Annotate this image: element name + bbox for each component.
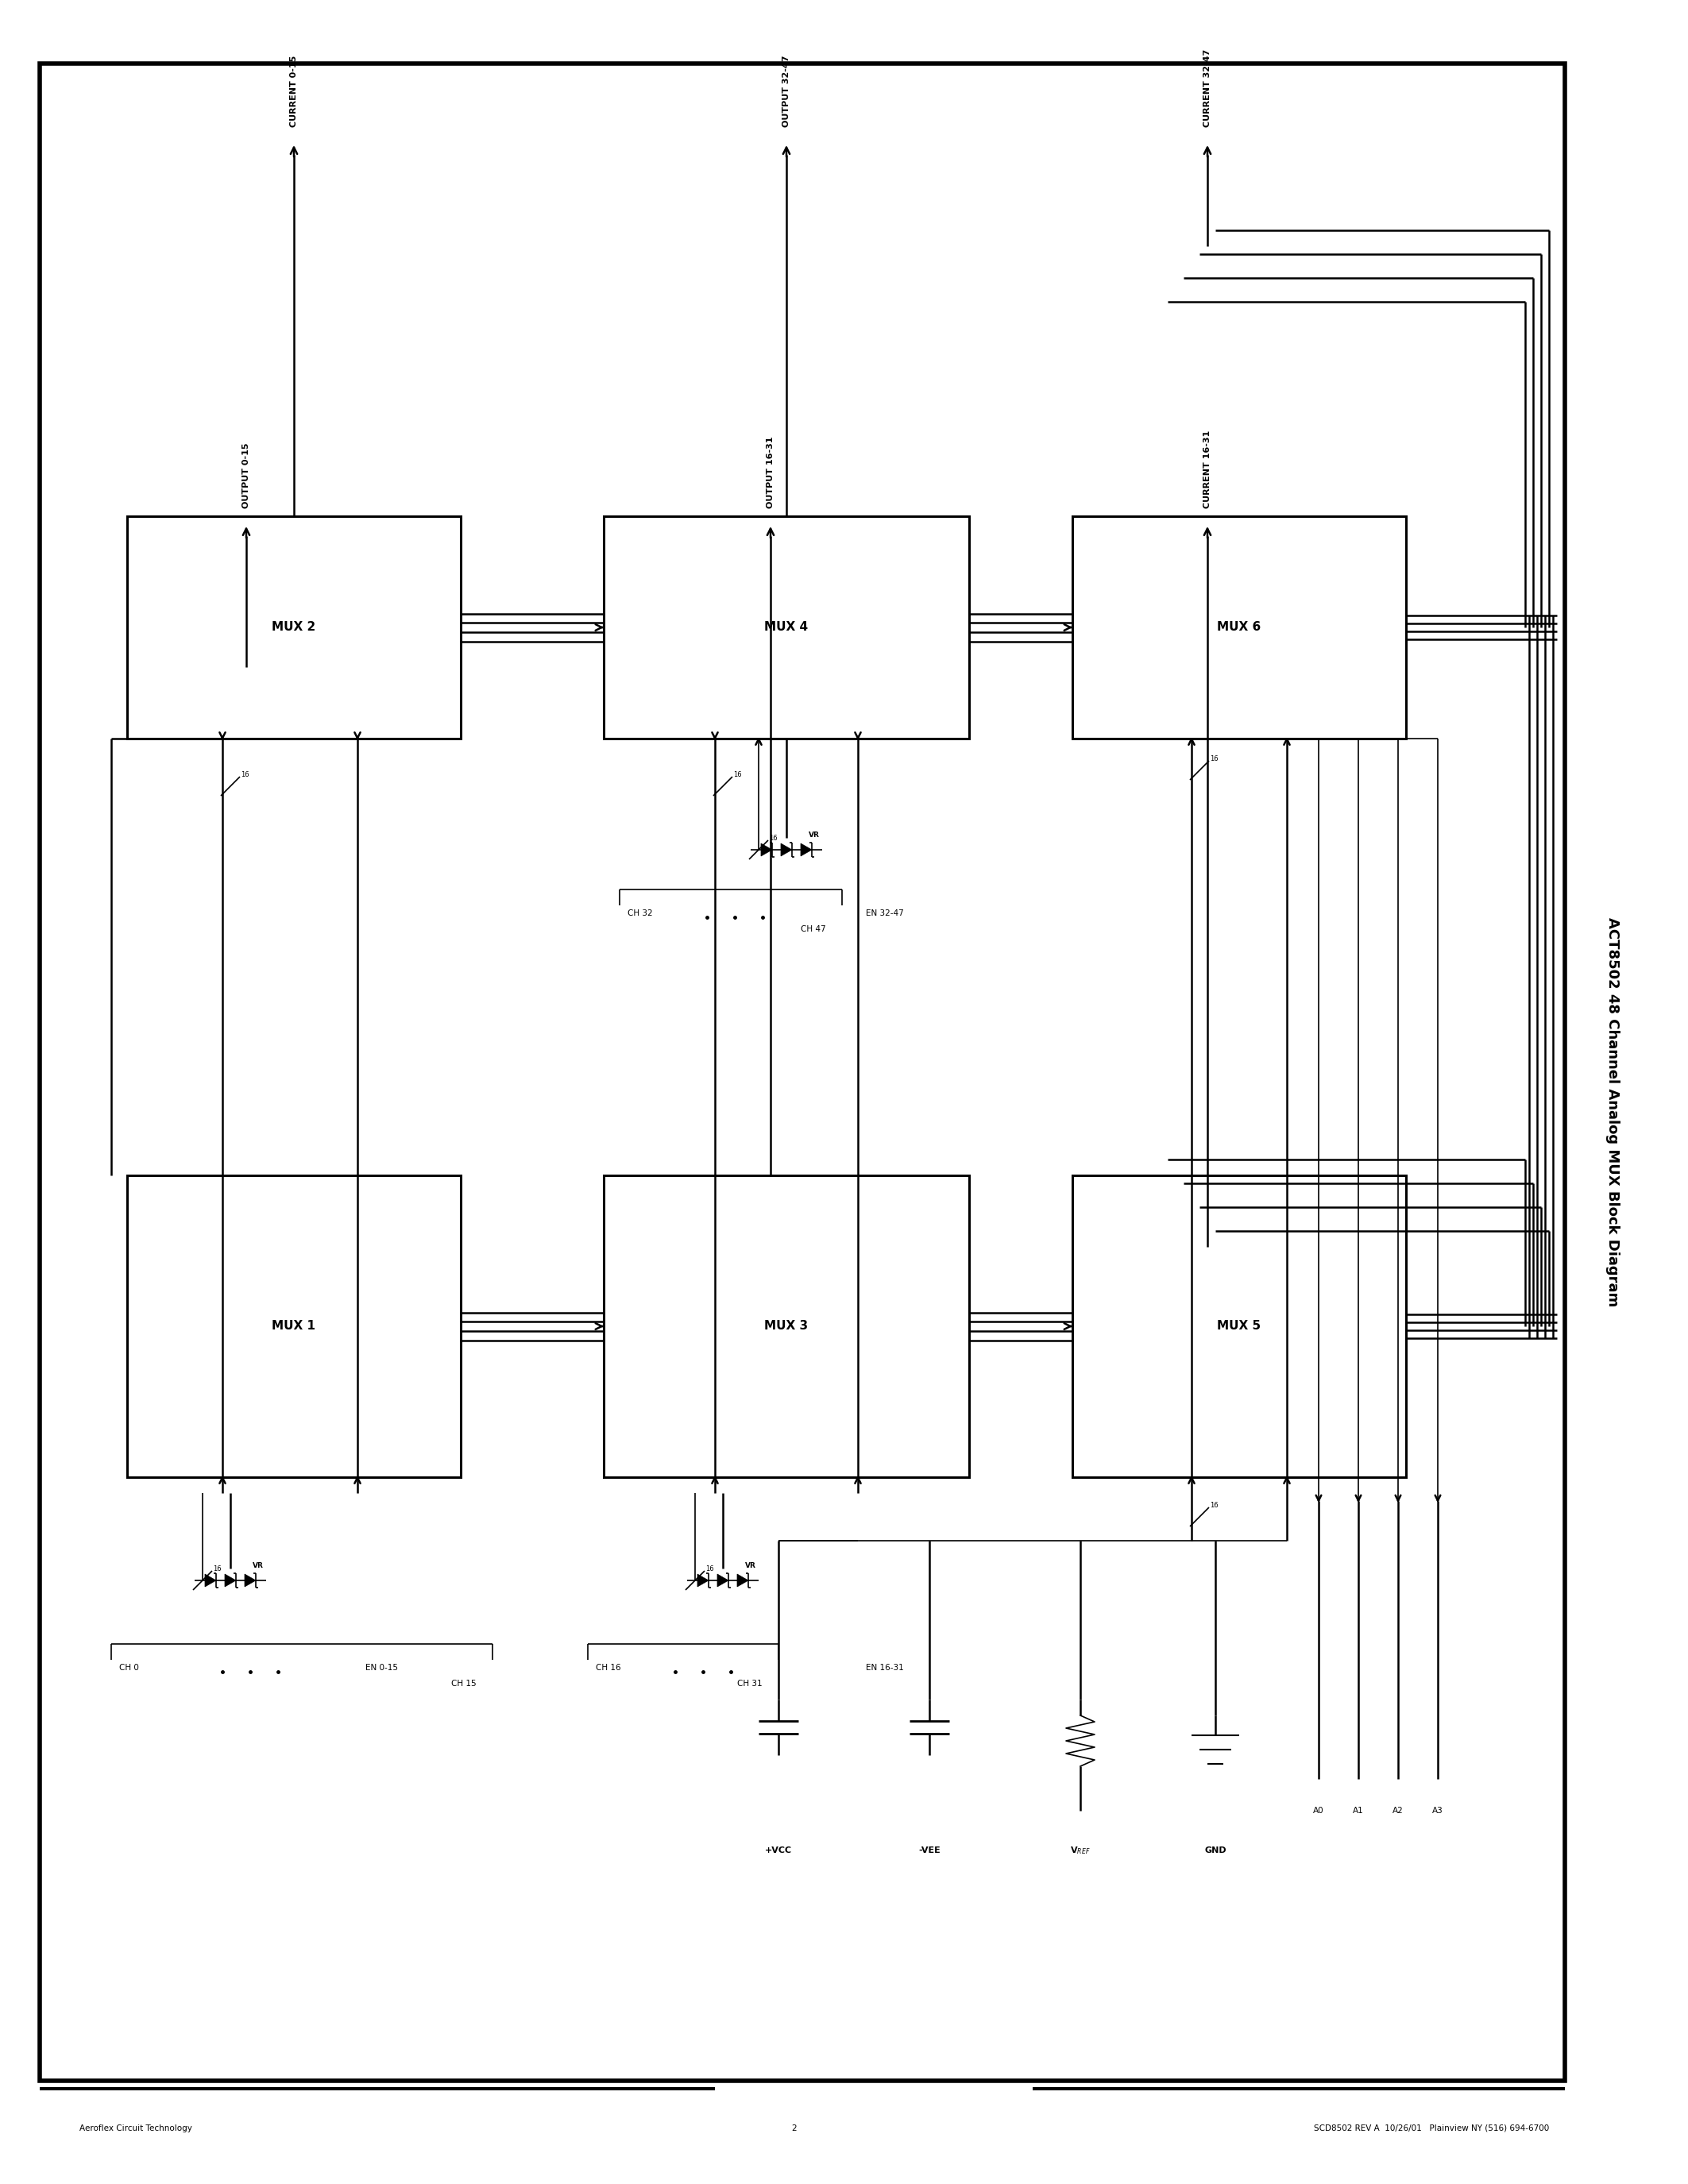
Polygon shape bbox=[204, 1575, 216, 1588]
Text: -VEE: -VEE bbox=[918, 1845, 940, 1854]
Polygon shape bbox=[225, 1575, 236, 1588]
Text: VR: VR bbox=[253, 1562, 263, 1570]
Text: 2: 2 bbox=[792, 2125, 797, 2132]
Text: OUTPUT 16-31: OUTPUT 16-31 bbox=[766, 437, 775, 509]
Text: MUX 3: MUX 3 bbox=[765, 1321, 809, 1332]
Bar bbox=[127, 1175, 461, 1476]
Polygon shape bbox=[697, 1575, 709, 1588]
Text: A0: A0 bbox=[1313, 1806, 1323, 1815]
Text: MUX 5: MUX 5 bbox=[1217, 1321, 1261, 1332]
Polygon shape bbox=[782, 843, 792, 856]
Bar bbox=[604, 1175, 969, 1476]
Text: 16: 16 bbox=[240, 771, 248, 778]
Text: CURRENT 32-47: CURRENT 32-47 bbox=[1204, 48, 1212, 127]
Bar bbox=[1072, 515, 1406, 738]
Text: SCD8502 REV A  10/26/01   Plainview NY (516) 694-6700: SCD8502 REV A 10/26/01 Plainview NY (516… bbox=[1313, 2125, 1550, 2132]
Bar bbox=[127, 515, 461, 738]
Text: CH 31: CH 31 bbox=[738, 1679, 763, 1688]
Text: CURRENT 16-31: CURRENT 16-31 bbox=[1204, 430, 1212, 509]
Text: CH 47: CH 47 bbox=[802, 926, 825, 933]
Polygon shape bbox=[717, 1575, 729, 1588]
Text: MUX 6: MUX 6 bbox=[1217, 622, 1261, 633]
Text: 16: 16 bbox=[733, 771, 741, 778]
Text: MUX 2: MUX 2 bbox=[272, 622, 316, 633]
Text: Aeroflex Circuit Technology: Aeroflex Circuit Technology bbox=[79, 2125, 192, 2132]
Text: EN 0-15: EN 0-15 bbox=[365, 1664, 398, 1671]
Text: A1: A1 bbox=[1352, 1806, 1364, 1815]
Polygon shape bbox=[761, 843, 771, 856]
Bar bbox=[1072, 1175, 1406, 1476]
Text: 16: 16 bbox=[768, 834, 776, 841]
Text: EN 32-47: EN 32-47 bbox=[866, 909, 903, 917]
Polygon shape bbox=[738, 1575, 748, 1588]
Text: ACT8502 48 Channel Analog MUX Block Diagram: ACT8502 48 Channel Analog MUX Block Diag… bbox=[1605, 917, 1620, 1306]
Text: CH 15: CH 15 bbox=[451, 1679, 476, 1688]
Text: EN 16-31: EN 16-31 bbox=[866, 1664, 903, 1671]
Text: 16: 16 bbox=[1210, 1500, 1219, 1509]
Text: GND: GND bbox=[1205, 1845, 1225, 1854]
Text: OUTPUT 32-47: OUTPUT 32-47 bbox=[783, 55, 790, 127]
Text: 16: 16 bbox=[1210, 756, 1219, 762]
Polygon shape bbox=[245, 1575, 257, 1588]
Text: VR: VR bbox=[744, 1562, 756, 1570]
Text: MUX 1: MUX 1 bbox=[272, 1321, 316, 1332]
Text: VR: VR bbox=[809, 832, 820, 839]
Text: OUTPUT 0-15: OUTPUT 0-15 bbox=[243, 443, 250, 509]
Bar bbox=[604, 515, 969, 738]
Text: A2: A2 bbox=[1393, 1806, 1403, 1815]
Polygon shape bbox=[800, 843, 812, 856]
Text: CH 16: CH 16 bbox=[596, 1664, 621, 1671]
Text: 16: 16 bbox=[706, 1566, 714, 1572]
Text: V$_{REF}$: V$_{REF}$ bbox=[1070, 1845, 1090, 1856]
Text: CH 32: CH 32 bbox=[628, 909, 653, 917]
Text: CH 0: CH 0 bbox=[120, 1664, 138, 1671]
Text: MUX 4: MUX 4 bbox=[765, 622, 809, 633]
Text: CURRENT 0-15: CURRENT 0-15 bbox=[290, 55, 297, 127]
Text: A3: A3 bbox=[1433, 1806, 1443, 1815]
Text: 16: 16 bbox=[213, 1566, 221, 1572]
Text: +VCC: +VCC bbox=[765, 1845, 792, 1854]
